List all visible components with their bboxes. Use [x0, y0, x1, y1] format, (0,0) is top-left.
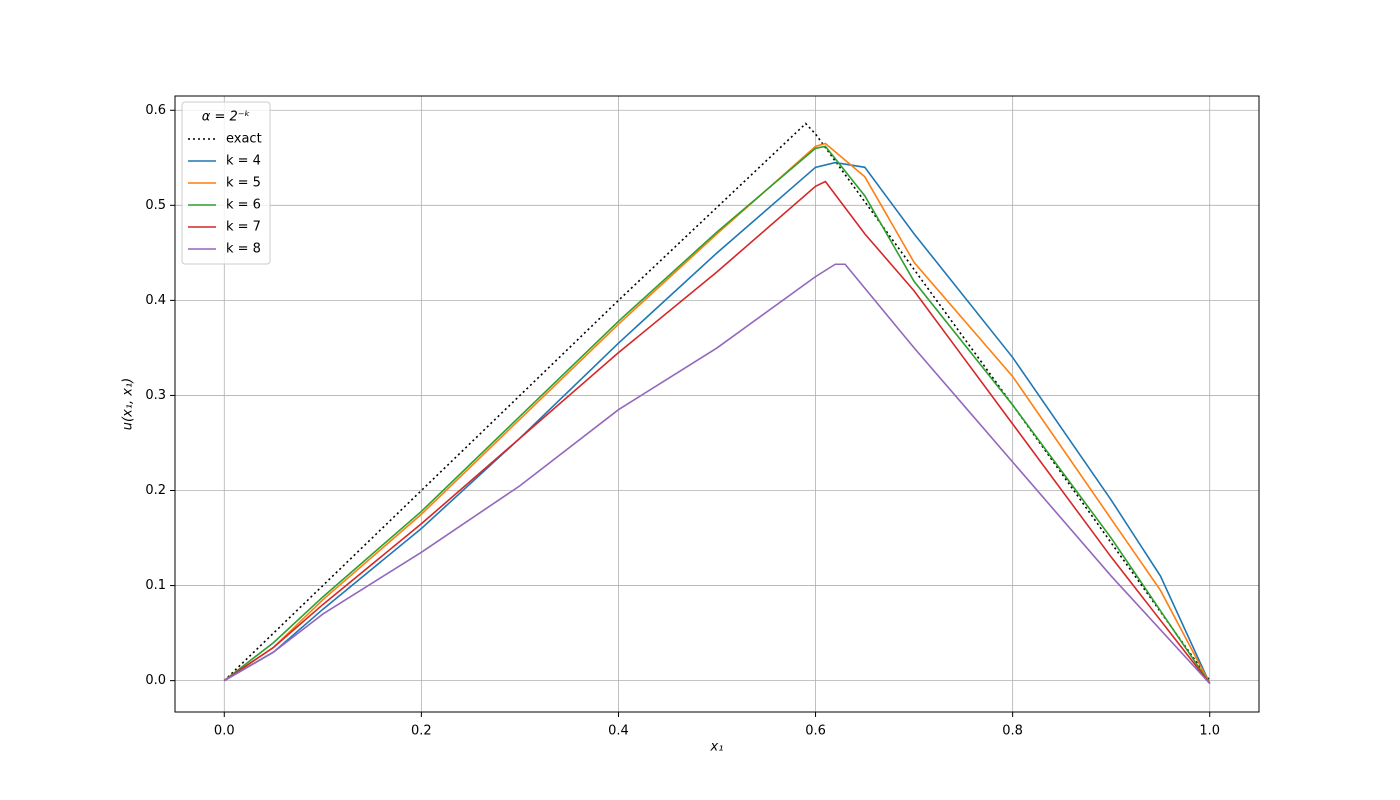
y-axis-label: u(x₁, x₁) — [121, 378, 136, 430]
x-tick-label: 0.6 — [805, 724, 826, 739]
x-tick-label: 1.0 — [1199, 724, 1220, 739]
x-tick-label: 0.2 — [411, 724, 432, 739]
y-tick-label: 0.1 — [145, 578, 166, 593]
y-tick-label: 0.6 — [145, 103, 166, 118]
legend-box — [181, 101, 271, 265]
x-axis-label: x₁ — [710, 740, 724, 755]
y-tick-label: 0.4 — [145, 293, 166, 308]
y-tick-label: 0.0 — [145, 673, 166, 688]
legend: α = 2⁻ᵏ exact k = 4 k = 5 k = 6 k = 7 k = 8 — [181, 101, 271, 265]
line-series — [223, 180, 1211, 684]
legend-label: k = 4 — [226, 154, 261, 169]
legend-label: exact — [226, 132, 262, 147]
x-tick-label: 0.0 — [214, 724, 235, 739]
y-tick-label: 0.5 — [145, 198, 166, 213]
line-series — [223, 161, 1211, 684]
legend-label: k = 8 — [226, 242, 261, 257]
y-tick-label: 0.2 — [145, 483, 166, 498]
x-tick-label: 0.8 — [1002, 724, 1023, 739]
legend-label: k = 6 — [226, 198, 261, 213]
legend-label: k = 5 — [226, 176, 261, 191]
legend-title: α = 2⁻ᵏ — [202, 110, 250, 125]
line-series — [223, 142, 1211, 684]
legend-label: k = 7 — [226, 220, 261, 235]
line-series — [223, 263, 1211, 685]
line-series — [223, 122, 1211, 682]
line-series — [223, 145, 1211, 684]
y-tick-label: 0.3 — [145, 388, 166, 403]
plot-frame — [174, 95, 1260, 713]
x-tick-label: 0.4 — [608, 724, 629, 739]
